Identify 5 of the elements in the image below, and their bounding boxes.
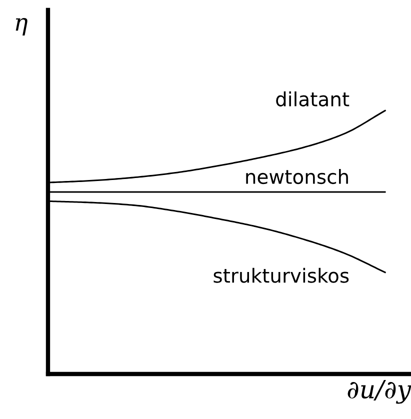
x-axis-title: ∂u/∂y (348, 380, 411, 404)
y-axis-title: η (16, 18, 28, 36)
series-label: dilatant (276, 91, 350, 106)
series-label: newtonsch (246, 169, 348, 184)
series-label: strukturviskos (214, 268, 349, 283)
